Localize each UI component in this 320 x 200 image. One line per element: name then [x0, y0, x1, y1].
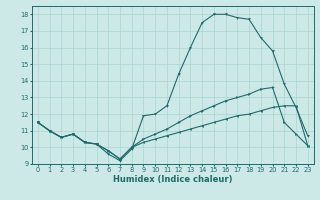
X-axis label: Humidex (Indice chaleur): Humidex (Indice chaleur) — [113, 175, 233, 184]
